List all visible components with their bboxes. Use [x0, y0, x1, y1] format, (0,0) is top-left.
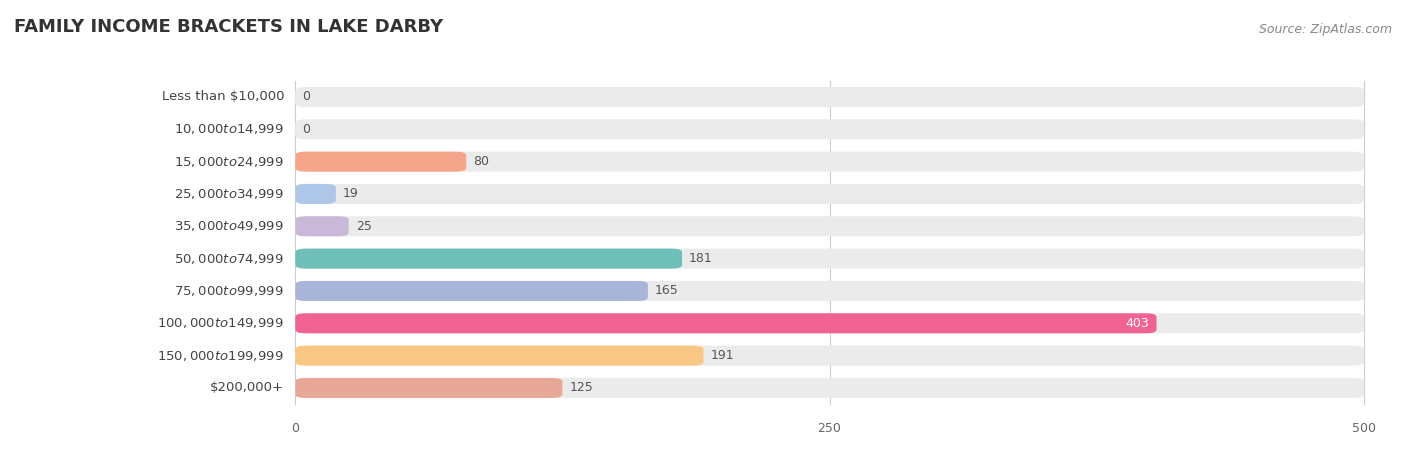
FancyBboxPatch shape [295, 249, 682, 269]
FancyBboxPatch shape [295, 119, 1364, 139]
Text: $35,000 to $49,999: $35,000 to $49,999 [174, 219, 284, 233]
Text: $200,000+: $200,000+ [209, 382, 284, 394]
Text: 25: 25 [356, 220, 371, 233]
Text: 500: 500 [1351, 422, 1376, 435]
FancyBboxPatch shape [295, 346, 1364, 365]
FancyBboxPatch shape [295, 346, 703, 365]
Text: 181: 181 [689, 252, 713, 265]
FancyBboxPatch shape [295, 249, 1364, 269]
Text: $10,000 to $14,999: $10,000 to $14,999 [174, 122, 284, 136]
Text: $25,000 to $34,999: $25,000 to $34,999 [174, 187, 284, 201]
FancyBboxPatch shape [295, 216, 1364, 236]
Text: 80: 80 [474, 155, 489, 168]
FancyBboxPatch shape [295, 378, 562, 398]
Text: 0: 0 [302, 123, 311, 136]
Text: $100,000 to $149,999: $100,000 to $149,999 [157, 316, 284, 330]
FancyBboxPatch shape [295, 87, 1364, 107]
FancyBboxPatch shape [295, 184, 336, 204]
FancyBboxPatch shape [295, 152, 467, 172]
Text: 165: 165 [655, 285, 679, 297]
Text: $50,000 to $74,999: $50,000 to $74,999 [174, 251, 284, 266]
Text: $75,000 to $99,999: $75,000 to $99,999 [174, 284, 284, 298]
Text: Less than $10,000: Less than $10,000 [162, 91, 284, 103]
FancyBboxPatch shape [295, 281, 648, 301]
FancyBboxPatch shape [295, 281, 1364, 301]
Text: 19: 19 [343, 188, 359, 200]
Text: 125: 125 [569, 382, 593, 394]
Text: $15,000 to $24,999: $15,000 to $24,999 [174, 154, 284, 169]
Text: FAMILY INCOME BRACKETS IN LAKE DARBY: FAMILY INCOME BRACKETS IN LAKE DARBY [14, 18, 443, 36]
Text: $150,000 to $199,999: $150,000 to $199,999 [157, 348, 284, 363]
Text: 403: 403 [1126, 317, 1150, 330]
FancyBboxPatch shape [295, 216, 349, 236]
Text: 0: 0 [302, 91, 311, 103]
FancyBboxPatch shape [295, 184, 1364, 204]
FancyBboxPatch shape [295, 313, 1364, 333]
Text: 0: 0 [291, 422, 299, 435]
Text: 250: 250 [818, 422, 841, 435]
Text: Source: ZipAtlas.com: Source: ZipAtlas.com [1258, 23, 1392, 36]
Text: 191: 191 [710, 349, 734, 362]
FancyBboxPatch shape [295, 313, 1157, 333]
FancyBboxPatch shape [295, 378, 1364, 398]
FancyBboxPatch shape [295, 152, 1364, 172]
